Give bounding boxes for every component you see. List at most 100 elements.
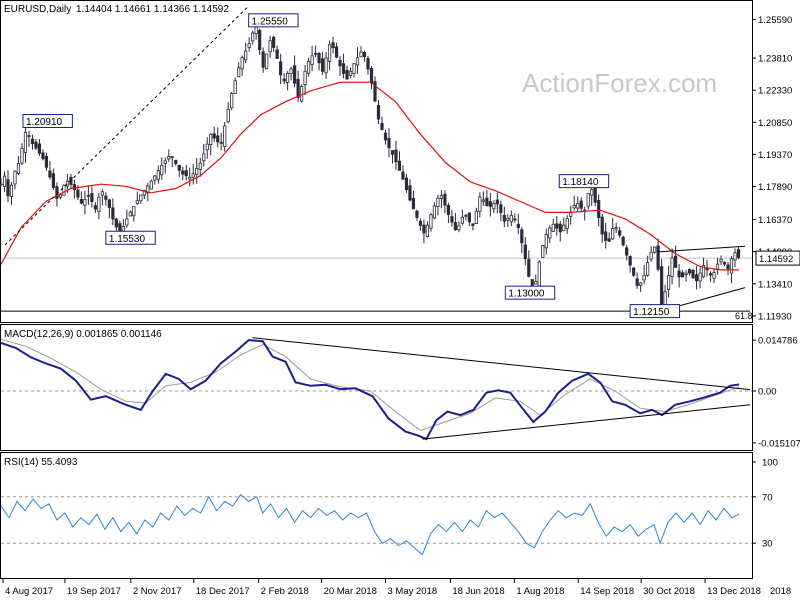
price-label-4: 1.13000 (508, 289, 545, 300)
candle-body (226, 108, 230, 123)
candle-body (457, 225, 461, 231)
candle-body (100, 191, 104, 196)
candle-body (660, 266, 664, 305)
candle-body (670, 257, 674, 277)
candle-body (394, 149, 398, 163)
candle-body (72, 184, 77, 190)
price-label-box-1 (22, 114, 73, 129)
candle-body (265, 53, 269, 70)
candle-body (691, 269, 695, 279)
candle-body (167, 155, 171, 160)
candle-body (576, 203, 580, 209)
candle-body (181, 170, 185, 175)
fib-label: 61.8 (735, 311, 753, 321)
candle-body (282, 78, 286, 82)
candle-body (317, 53, 321, 64)
candle-body (520, 229, 524, 244)
candle-body (160, 165, 164, 176)
candle-body (649, 251, 653, 260)
candle-body (156, 170, 160, 180)
x-tick-label: 2 Feb 2018 (261, 586, 309, 597)
candle-body (397, 160, 402, 171)
candle-body (618, 230, 622, 236)
candle-body (313, 52, 318, 55)
candle-body (275, 49, 279, 59)
macd-tick-label: 0.014786 (758, 336, 798, 347)
rsi-title: RSI(14) 55.4093 (4, 457, 78, 468)
candle-body (272, 36, 276, 48)
candle-body (341, 63, 346, 74)
candle-body (625, 247, 629, 256)
candle-body (425, 224, 430, 237)
candle-body (76, 189, 80, 198)
candle-body (237, 67, 241, 78)
candle-body (684, 272, 688, 275)
price-trendline-0 (4, 5, 250, 246)
candle-body (139, 194, 143, 202)
candle-body (614, 227, 618, 230)
candle-body (663, 291, 667, 306)
candle-body (216, 135, 220, 143)
candle-body (635, 278, 639, 286)
candle-body (460, 216, 464, 224)
candle-body (13, 170, 17, 185)
candle-body (289, 68, 293, 74)
candle-body (209, 133, 213, 146)
candle-body (680, 272, 685, 278)
candle-body (107, 199, 111, 208)
candle-body (572, 204, 576, 209)
candle-body (306, 61, 311, 74)
candle-body (146, 185, 150, 194)
macd-signal-line (0, 338, 740, 432)
macd-trendline-1 (422, 404, 751, 440)
macd-panel-frame (0, 324, 753, 451)
candle-body (348, 70, 353, 76)
candle-body (125, 218, 129, 226)
candle-body (352, 63, 356, 74)
candle-body (223, 125, 227, 148)
price-tick-label: 1.17890 (758, 182, 792, 193)
candle-body (244, 50, 248, 61)
candle-body (471, 223, 475, 226)
rsi-panel-frame (0, 452, 753, 579)
candle-body (453, 222, 457, 231)
candle-body (188, 176, 192, 180)
candle-body (296, 78, 300, 98)
x-tick-label: 14 Sep 2018 (580, 586, 634, 597)
candle-body (411, 198, 416, 210)
candle-body (338, 59, 342, 67)
candle-body (597, 200, 601, 219)
candle-body (408, 185, 412, 201)
price-tick-label: 1.20850 (758, 118, 792, 129)
candle-body (537, 261, 541, 287)
x-tick-label: 18 Dec 2017 (196, 586, 250, 597)
candle-body (656, 245, 660, 270)
candle-body (149, 180, 153, 190)
candle-body (219, 141, 223, 144)
candle-body (9, 184, 14, 198)
price-label-5: 1.12150 (633, 307, 670, 318)
candle-body (111, 207, 115, 220)
candle-body (513, 218, 517, 221)
price-trendline-1 (658, 245, 746, 253)
current-price-tag: 1.14592 (759, 254, 793, 265)
x-tick-label: 20 Mar 2018 (324, 586, 377, 597)
candle-body (534, 281, 538, 285)
candle-body (254, 26, 258, 34)
candle-body (436, 197, 440, 208)
candle-body (202, 153, 206, 162)
candle-body (90, 193, 94, 202)
candle-body (502, 214, 506, 222)
candle-body (736, 249, 741, 258)
candle-body (369, 68, 374, 84)
candle-body (268, 40, 272, 53)
candle-body (65, 180, 70, 187)
candle-body (320, 58, 325, 72)
candle-body (83, 198, 87, 206)
candle-body (44, 155, 49, 168)
candle-body (639, 282, 643, 286)
candle-body (30, 138, 35, 144)
candle-body (593, 186, 597, 203)
candle-body (467, 212, 471, 223)
price-label-box-2 (105, 230, 156, 245)
